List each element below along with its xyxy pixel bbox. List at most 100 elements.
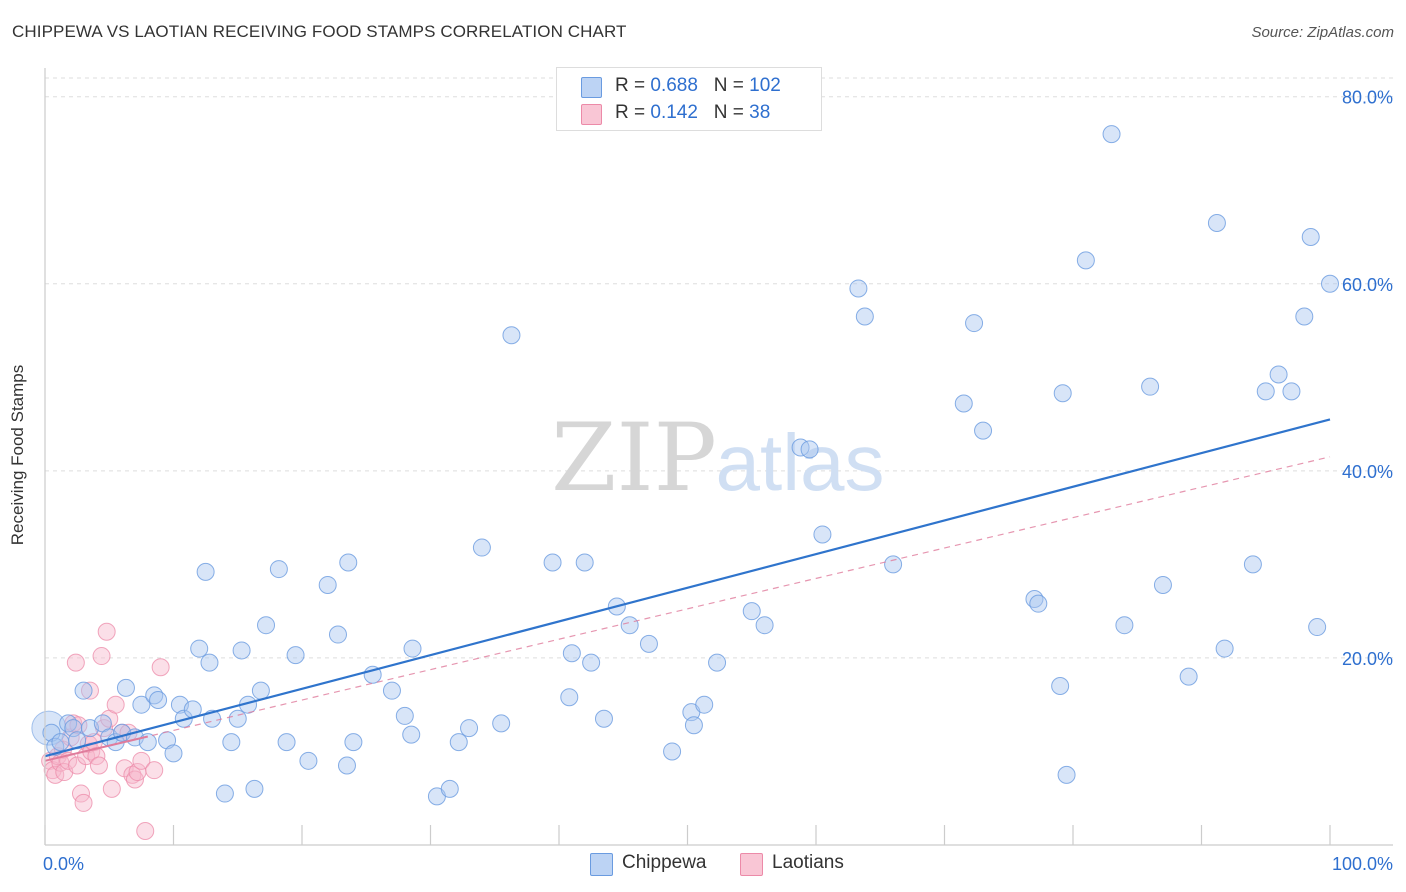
chippewa-point bbox=[277, 733, 296, 752]
laotians-point bbox=[136, 821, 155, 840]
chippewa-point bbox=[337, 756, 356, 775]
chippewa-point bbox=[328, 625, 347, 644]
chippewa-point bbox=[954, 394, 973, 413]
chippewa-point bbox=[402, 725, 421, 744]
chippewa-point bbox=[1282, 382, 1301, 401]
chippewa-point bbox=[1207, 213, 1226, 232]
chippewa-point bbox=[190, 639, 209, 658]
chippewa-point bbox=[382, 681, 401, 700]
chart-title: CHIPPEWA VS LAOTIAN RECEIVING FOOD STAMP… bbox=[12, 22, 627, 41]
chippewa-point bbox=[1057, 765, 1076, 784]
watermark-atlas: atlas bbox=[716, 418, 885, 507]
laotians-point bbox=[68, 756, 87, 775]
chippewa-point bbox=[299, 751, 318, 770]
chippewa-point bbox=[232, 641, 251, 660]
chippewa-point bbox=[1076, 251, 1095, 270]
chippewa-point bbox=[742, 602, 761, 621]
chippewa-series bbox=[31, 125, 1339, 806]
chippewa-point bbox=[339, 553, 358, 572]
chippewa-point bbox=[1243, 555, 1262, 574]
chippewa-point bbox=[440, 779, 459, 798]
chippewa-point bbox=[251, 681, 270, 700]
chippewa-point bbox=[460, 719, 479, 738]
chippewa-swatch bbox=[581, 77, 602, 98]
chippewa-point bbox=[965, 314, 984, 333]
chippewa-point bbox=[1153, 575, 1172, 594]
chippewa-point bbox=[492, 714, 511, 733]
laotians-swatch bbox=[581, 104, 602, 125]
chippewa-point bbox=[582, 653, 601, 672]
chippewa-point bbox=[849, 279, 868, 298]
chippewa-point bbox=[755, 616, 774, 635]
laotians-point bbox=[74, 793, 93, 812]
chippewa-point bbox=[884, 555, 903, 574]
correlation-legend: R = 0.688 N = 102 R = 0.142 N = 38 bbox=[556, 67, 822, 131]
laotians-trend-line bbox=[44, 456, 1331, 762]
chippewa-point bbox=[51, 733, 70, 752]
chippewa-point bbox=[42, 723, 61, 742]
chippewa-point bbox=[575, 553, 594, 572]
y-tick-label-40: 40.0% bbox=[1342, 462, 1393, 482]
laotians-point bbox=[92, 647, 111, 666]
chippewa-point bbox=[1295, 307, 1314, 326]
chippewa-point bbox=[403, 639, 422, 658]
x-tick-label-0: 0.0% bbox=[43, 854, 84, 874]
chippewa-point bbox=[813, 525, 832, 544]
laotians-trend-solid bbox=[44, 735, 149, 762]
chippewa-point bbox=[1029, 594, 1048, 613]
chippewa-point bbox=[543, 553, 562, 572]
chippewa-point bbox=[708, 653, 727, 672]
laotians-series bbox=[41, 622, 170, 840]
chippewa-point bbox=[1301, 228, 1320, 247]
chippewa-point bbox=[269, 560, 288, 579]
chippewa-point bbox=[395, 706, 414, 725]
chippewa-point bbox=[257, 616, 276, 635]
chippewa-point bbox=[1115, 616, 1134, 635]
chippewa-point bbox=[663, 742, 682, 761]
watermark: ZIP atlas bbox=[551, 404, 884, 513]
chippewa-point bbox=[222, 733, 241, 752]
bottom-laotians-swatch bbox=[740, 853, 763, 876]
chippewa-trend-line bbox=[44, 418, 1331, 758]
grid-layer bbox=[45, 77, 1393, 659]
y-tick-label-60: 60.0% bbox=[1342, 275, 1393, 295]
laotians-point bbox=[97, 622, 116, 641]
chippewa-point bbox=[562, 644, 581, 663]
axes: 20.0% 40.0% 60.0% 80.0% 0.0% 100.0% bbox=[43, 68, 1393, 874]
chippewa-point bbox=[472, 538, 491, 557]
chippewa-point bbox=[502, 326, 521, 345]
chippewa-point bbox=[196, 562, 215, 581]
chippewa-point bbox=[1269, 365, 1288, 384]
chippewa-point bbox=[620, 616, 639, 635]
x-tick-label-100: 100.0% bbox=[1332, 854, 1393, 874]
laotians-point bbox=[66, 653, 85, 672]
legend-laotians-text: R = 0.142 N = 38 bbox=[615, 102, 771, 123]
chippewa-point bbox=[639, 634, 658, 653]
chippewa-point bbox=[215, 784, 234, 803]
chippewa-point bbox=[974, 421, 993, 440]
chippewa-point bbox=[1141, 377, 1160, 396]
chippewa-point bbox=[200, 653, 219, 672]
chippewa-point bbox=[318, 575, 337, 594]
chippewa-point bbox=[132, 695, 151, 714]
trend-lines bbox=[44, 418, 1331, 762]
chippewa-point bbox=[1053, 384, 1072, 403]
chippewa-point bbox=[791, 438, 810, 457]
laotians-point bbox=[80, 681, 99, 700]
chippewa-point bbox=[344, 733, 363, 752]
chippewa-point bbox=[245, 779, 264, 798]
chippewa-point bbox=[800, 440, 819, 459]
laotians-point bbox=[43, 761, 62, 780]
laotians-point bbox=[145, 761, 164, 780]
y-tick-label-20: 20.0% bbox=[1342, 649, 1393, 669]
chippewa-point bbox=[695, 695, 714, 714]
laotians-point bbox=[132, 751, 151, 770]
chippewa-point bbox=[1308, 618, 1327, 637]
chippewa-point bbox=[449, 733, 468, 752]
chippewa-point bbox=[1102, 125, 1121, 144]
chippewa-point bbox=[138, 733, 157, 752]
chippewa-point bbox=[1321, 274, 1339, 293]
y-tick-label-80: 80.0% bbox=[1342, 88, 1393, 108]
chippewa-point bbox=[74, 681, 93, 700]
